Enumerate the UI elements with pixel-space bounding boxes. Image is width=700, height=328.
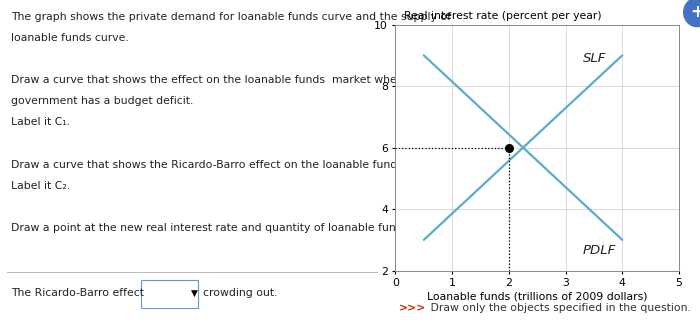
Text: government has a budget deficit.: government has a budget deficit. [10, 96, 193, 106]
Circle shape [684, 0, 700, 27]
Text: Real interest rate (percent per year): Real interest rate (percent per year) [404, 11, 601, 21]
Text: >>>: >>> [399, 303, 426, 313]
Text: Label it C₁.: Label it C₁. [10, 117, 70, 128]
Text: crowding out.: crowding out. [203, 288, 277, 298]
Text: Draw only the objects specified in the question.: Draw only the objects specified in the q… [427, 303, 691, 313]
Text: The Ricardo-Barro effect: The Ricardo-Barro effect [10, 288, 144, 298]
Text: Draw a curve that shows the Ricardo-Barro effect on the loanable funds market.: Draw a curve that shows the Ricardo-Barr… [10, 160, 448, 170]
Text: Draw a curve that shows the effect on the loanable funds  market when the: Draw a curve that shows the effect on th… [10, 75, 425, 85]
X-axis label: Loanable funds (trillions of 2009 dollars): Loanable funds (trillions of 2009 dollar… [427, 291, 648, 301]
Text: The graph shows the private demand for loanable funds curve and the supply of: The graph shows the private demand for l… [10, 11, 451, 22]
Text: Label it C₂.: Label it C₂. [10, 181, 70, 191]
Text: ▼: ▼ [191, 289, 198, 298]
Text: +: + [690, 3, 700, 21]
Text: loanable funds curve.: loanable funds curve. [10, 33, 129, 43]
FancyBboxPatch shape [141, 280, 198, 308]
Text: SLF: SLF [582, 51, 606, 65]
Text: Draw a point at the new real interest rate and quantity of loanable funds.: Draw a point at the new real interest ra… [10, 223, 412, 234]
Text: PDLF: PDLF [582, 244, 616, 257]
